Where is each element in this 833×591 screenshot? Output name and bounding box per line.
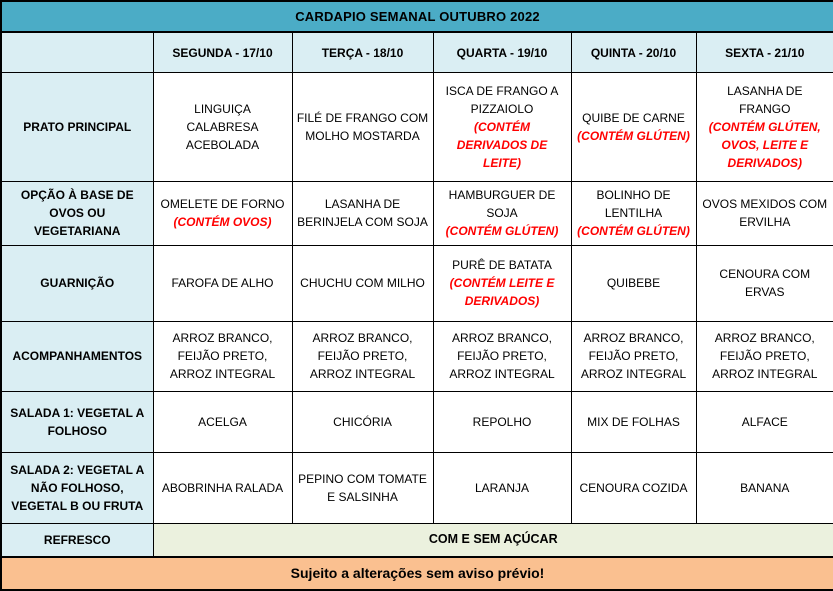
table-row-salada-2: SALADA 2: VEGETAL A NÃO FOLHOSO, VEGETAL… [0, 451, 833, 525]
dish-name: LINGUIÇA CALABRESA ACEBOLADA [185, 101, 260, 152]
dish-name: ARROZ BRANCO, FEIJÃO PRETO, ARROZ INTEGR… [449, 331, 555, 382]
table-row-refresco: REFRESCO COM E SEM AÇÚCAR [0, 522, 833, 558]
dish-name: BOLINHO DE LENTILHA [596, 188, 671, 221]
menu-cell: HAMBURGUER DE SOJA (CONTÉM GLÚTEN) [432, 180, 572, 247]
row-label: GUARNIÇÃO [0, 245, 154, 322]
menu-cell: ARROZ BRANCO, FEIJÃO PRETO, ARROZ INTEGR… [570, 320, 697, 393]
menu-cell: OMELETE DE FORNO (CONTÉM OVOS) [152, 180, 293, 247]
day-header-monday: SEGUNDA - 17/10 [152, 31, 293, 73]
dish-name: CHUCHU COM MILHO [300, 276, 425, 291]
dish-name: CENOURA COM ERVAS [719, 267, 811, 300]
dish-name: LASANHA DE FRANGO [727, 83, 803, 116]
menu-cell: FAROFA DE ALHO [152, 245, 293, 322]
menu-cell: CENOURA COZIDA [570, 451, 697, 525]
menu-cell: BANANA [695, 451, 833, 525]
menu-cell: ARROZ BRANCO, FEIJÃO PRETO, ARROZ INTEGR… [695, 320, 833, 393]
table-row-salada-1: SALADA 1: VEGETAL A FOLHOSO ACELGA CHICÓ… [0, 391, 833, 453]
menu-cell: CHICÓRIA [291, 391, 434, 453]
dish-name: FAROFA DE ALHO [171, 276, 274, 291]
dish-name: HAMBURGUER DE SOJA [448, 188, 556, 221]
allergen-note: (CONTÉM GLÚTEN) [577, 128, 690, 143]
menu-cell: ARROZ BRANCO, FEIJÃO PRETO, ARROZ INTEGR… [291, 320, 434, 393]
dish-name: LARANJA [474, 480, 530, 495]
day-header-friday: SEXTA - 21/10 [695, 31, 833, 73]
day-header-tuesday: TERÇA - 18/10 [291, 31, 434, 73]
menu-cell: CENOURA COM ERVAS [695, 245, 833, 322]
menu-cell: CHUCHU COM MILHO [291, 245, 434, 322]
menu-cell: ACELGA [152, 391, 293, 453]
footer-notice: Sujeito a alterações sem aviso prévio! [0, 555, 833, 591]
row-label: REFRESCO [0, 522, 154, 558]
refresco-value: COM E SEM AÇÚCAR [152, 522, 833, 558]
allergen-note: (CONTÉM GLÚTEN) [445, 224, 559, 239]
dish-name: FILÉ DE FRANGO COM MOLHO MOSTARDA [296, 110, 429, 143]
row-label: SALADA 1: VEGETAL A FOLHOSO [0, 391, 154, 453]
dish-name: CHICÓRIA [333, 414, 392, 429]
table-row-acompanhamentos: ACOMPANHAMENTOS ARROZ BRANCO, FEIJÃO PRE… [0, 320, 833, 393]
menu-cell: ISCA DE FRANGO A PIZZAIOLO (CONTÉM DERIV… [432, 71, 572, 182]
menu-cell: FILÉ DE FRANGO COM MOLHO MOSTARDA [291, 71, 434, 182]
dish-name: CENOURA COZIDA [579, 480, 688, 495]
dish-name: ARROZ BRANCO, FEIJÃO PRETO, ARROZ INTEGR… [169, 331, 276, 382]
dish-name: ARROZ BRANCO, FEIJÃO PRETO, ARROZ INTEGR… [712, 331, 818, 382]
menu-cell: QUIBE DE CARNE (CONTÉM GLÚTEN) [570, 71, 697, 182]
menu-cell: LARANJA [432, 451, 572, 525]
menu-cell: QUIBEBE [570, 245, 697, 322]
day-header-wednesday: QUARTA - 19/10 [432, 31, 572, 73]
menu-cell: ABOBRINHA RALADA [152, 451, 293, 525]
table-row-guarnicao: GUARNIÇÃO FAROFA DE ALHO CHUCHU COM MILH… [0, 245, 833, 322]
dish-name: ACELGA [198, 414, 247, 429]
footer-row: Sujeito a alterações sem aviso prévio! [0, 555, 833, 591]
row-label: PRATO PRINCIPAL [0, 71, 154, 182]
dish-name: ARROZ BRANCO, FEIJÃO PRETO, ARROZ INTEGR… [309, 331, 416, 382]
allergen-note: (CONTÉM GLÚTEN, OVOS, LEITE E DERIVADOS) [708, 119, 821, 170]
dish-name: BANANA [740, 480, 790, 495]
dish-name: QUIBE DE CARNE [582, 110, 685, 125]
menu-cell: PURÊ DE BATATA (CONTÉM LEITE E DERIVADOS… [432, 245, 572, 322]
dish-name: PURÊ DE BATATA [452, 258, 552, 273]
dish-name: QUIBEBE [606, 276, 661, 291]
menu-cell: PEPINO COM TOMATE E SALSINHA [291, 451, 434, 525]
day-header-row: SEGUNDA - 17/10 TERÇA - 18/10 QUARTA - 1… [0, 31, 833, 73]
row-label: OPÇÃO À BASE DE OVOS OU VEGETARIANA [0, 180, 154, 247]
dish-name: MIX DE FOLHAS [587, 414, 680, 429]
allergen-note: (CONTÉM OVOS) [173, 215, 272, 230]
menu-cell: OVOS MEXIDOS COM ERVILHA [695, 180, 833, 247]
menu-cell: BOLINHO DE LENTILHA (CONTÉM GLÚTEN) [570, 180, 697, 247]
dish-name: ISCA DE FRANGO A PIZZAIOLO [445, 83, 559, 116]
dish-name: PEPINO COM TOMATE E SALSINHA [298, 471, 427, 504]
menu-cell: LINGUIÇA CALABRESA ACEBOLADA [152, 71, 293, 182]
table-row-prato-principal: PRATO PRINCIPAL LINGUIÇA CALABRESA ACEBO… [0, 71, 833, 182]
allergen-note: (CONTÉM GLÚTEN) [577, 224, 690, 239]
corner-cell [0, 31, 154, 73]
dish-name: ABOBRINHA RALADA [161, 480, 284, 495]
menu-cell: LASANHA DE BERINJELA COM SOJA [291, 180, 434, 247]
menu-cell: LASANHA DE FRANGO (CONTÉM GLÚTEN, OVOS, … [695, 71, 833, 182]
dish-name: LASANHA DE BERINJELA COM SOJA [297, 197, 428, 230]
menu-cell: MIX DE FOLHAS [570, 391, 697, 453]
menu-cell: REPOLHO [432, 391, 572, 453]
dish-name: OMELETE DE FORNO [160, 197, 285, 212]
dish-name: OVOS MEXIDOS COM ERVILHA [702, 197, 828, 230]
title-row: CARDAPIO SEMANAL OUTUBRO 2022 [0, 0, 833, 34]
dish-name: ALFACE [741, 414, 788, 429]
dish-name: REPOLHO [472, 414, 532, 429]
row-label: SALADA 2: VEGETAL A NÃO FOLHOSO, VEGETAL… [0, 451, 154, 525]
menu-cell: ARROZ BRANCO, FEIJÃO PRETO, ARROZ INTEGR… [152, 320, 293, 393]
allergen-note: (CONTÉM LEITE E DERIVADOS) [449, 276, 555, 309]
page-title: CARDAPIO SEMANAL OUTUBRO 2022 [0, 0, 833, 34]
dish-name: ARROZ BRANCO, FEIJÃO PRETO, ARROZ INTEGR… [580, 331, 687, 382]
row-label: ACOMPANHAMENTOS [0, 320, 154, 393]
menu-cell: ARROZ BRANCO, FEIJÃO PRETO, ARROZ INTEGR… [432, 320, 572, 393]
menu-cell: ALFACE [695, 391, 833, 453]
allergen-note: (CONTÉM DERIVADOS DE LEITE) [456, 119, 548, 170]
table-row-opcao-vegetariana: OPÇÃO À BASE DE OVOS OU VEGETARIANA OMEL… [0, 180, 833, 247]
day-header-thursday: QUINTA - 20/10 [570, 31, 697, 73]
